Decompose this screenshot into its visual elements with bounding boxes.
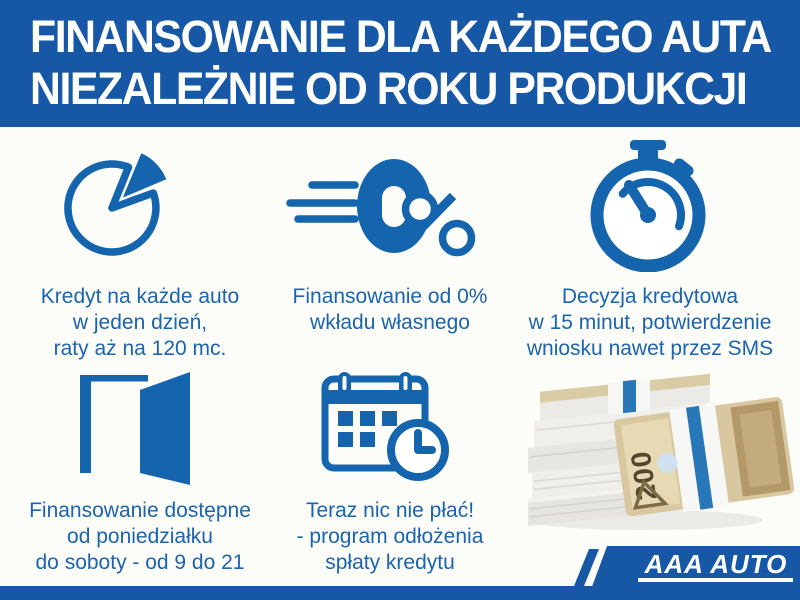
feature-line: Teraz nic nie płać! — [305, 499, 475, 522]
header-title-line1: FINANSOWANIE DLA KAŻDEGO AUTA — [30, 11, 772, 62]
feature-text-deferred-payment: Teraz nic nie płać! - program odłożenia … — [272, 498, 508, 576]
money-bundle: 200 — [613, 397, 795, 517]
header-banner: FINANSOWANIE DLA KAŻDEGO AUTA NIEZALEŻNI… — [0, 0, 800, 127]
stopwatch-icon — [590, 140, 706, 272]
feature-line: spłaty kredytu — [325, 551, 455, 574]
feature-line: Finansowanie dostępne — [29, 499, 251, 522]
pie-chart-icon — [64, 153, 167, 256]
feature-line: wkładu własnego — [310, 311, 470, 334]
feature-line: raty aż na 120 mc. — [53, 337, 227, 360]
header-title-line2: NIEZALEŻNIE OD ROKU PRODUKCJI — [30, 63, 748, 114]
feature-line: do soboty - od 9 do 21 — [35, 551, 245, 574]
feature-line: Finansowanie od 0% — [292, 285, 488, 308]
feature-line: w 15 minut, potwierdzenie — [528, 311, 772, 334]
feature-line: Decyzja kredytowa — [561, 285, 739, 308]
feature-text-zero-percent: Finansowanie od 0% wkładu własnego — [272, 284, 508, 336]
feature-text-credit: Kredyt na każde auto w jeden dzień, raty… — [10, 284, 270, 362]
aaa-auto-logo-text: AAA AUTO — [644, 549, 788, 579]
calendar-clock-icon — [321, 372, 449, 481]
feature-line: od poniedziałku — [67, 525, 213, 548]
feature-text-decision: Decyzja kredytowa w 15 minut, potwierdze… — [518, 284, 782, 362]
feature-line: - program odłożenia — [296, 525, 484, 548]
feature-text-availability: Finansowanie dostępne od poniedziałku do… — [10, 498, 270, 576]
feature-line: Kredyt na każde auto — [40, 285, 240, 308]
feature-line: wniosku nawet przez SMS — [526, 337, 774, 360]
zero-percent-icon — [286, 159, 476, 257]
money-stacks-photo: 200 — [527, 373, 795, 530]
open-door-icon — [80, 372, 190, 485]
aaa-auto-logo-banner — [574, 546, 800, 600]
aaa-auto-logo-underline — [638, 578, 793, 582]
feature-line: w jeden dzień, — [72, 311, 208, 334]
